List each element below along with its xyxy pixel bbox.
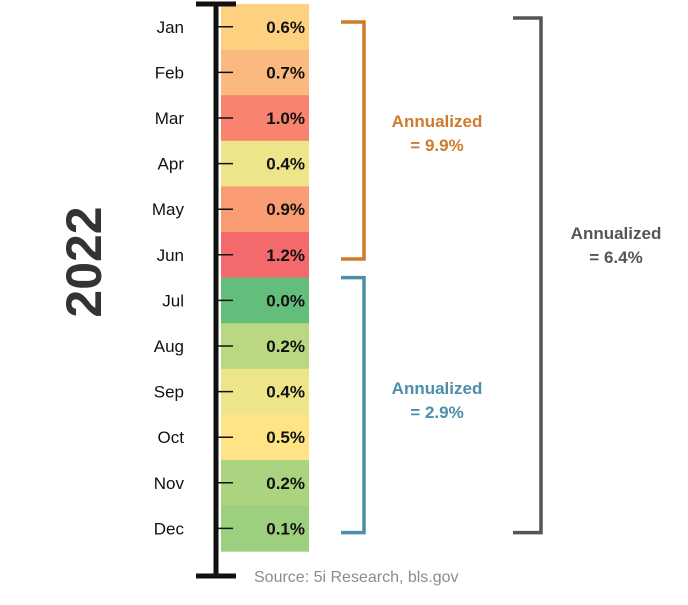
cell-mar (221, 95, 309, 142)
value-label-nov: 0.2% (266, 474, 305, 493)
month-label-oct: Oct (158, 428, 185, 447)
value-label-aug: 0.2% (266, 337, 305, 356)
cell-may (221, 186, 309, 233)
value-label-jan: 0.6% (266, 18, 305, 37)
month-label-jun: Jun (157, 246, 184, 265)
cell-feb (221, 49, 309, 96)
month-label-aug: Aug (154, 337, 184, 356)
cell-sep (221, 368, 309, 415)
cell-apr (221, 140, 309, 187)
value-label-jun: 1.2% (266, 246, 305, 265)
annotation-full-year: Annualized = 6.4% (571, 222, 662, 270)
cell-jul (221, 277, 309, 324)
month-label-nov: Nov (154, 474, 185, 493)
value-label-mar: 1.0% (266, 109, 305, 128)
month-label-mar: Mar (155, 109, 185, 128)
bracket-full-year (513, 16, 543, 535)
value-label-jul: 0.0% (266, 291, 305, 310)
annotation-full-year-value: = 6.4% (589, 248, 643, 267)
annotation-first-half-title: Annualized (391, 112, 483, 131)
annotation-first-half-value: = 9.9% (410, 136, 464, 155)
value-label-may: 0.9% (266, 200, 305, 219)
value-label-dec: 0.1% (266, 519, 305, 538)
annotation-second-half-value: = 2.9% (410, 403, 464, 422)
month-label-jan: Jan (157, 18, 184, 37)
month-label-dec: Dec (154, 519, 185, 538)
annotation-full-year-title: Annualized (570, 224, 662, 243)
cell-jun (221, 232, 309, 279)
cell-jan (221, 4, 309, 51)
annotation-second-half-title: Annualized (391, 379, 483, 398)
cell-aug (221, 323, 309, 370)
month-label-apr: Apr (158, 155, 185, 174)
month-label-jul: Jul (162, 291, 184, 310)
month-label-may: May (152, 200, 185, 219)
annotation-second-half: Annualized = 2.9% (392, 377, 483, 425)
cell-nov (221, 460, 309, 507)
value-label-feb: 0.7% (266, 63, 305, 82)
month-label-sep: Sep (154, 383, 184, 402)
cell-dec (221, 505, 309, 552)
year-label: 2022 (56, 206, 112, 318)
month-label-feb: Feb (155, 63, 184, 82)
cell-oct (221, 414, 309, 461)
value-label-sep: 0.4% (266, 383, 305, 402)
annotation-first-half: Annualized = 9.9% (392, 110, 483, 158)
source-note: Source: 5i Research, bls.gov (254, 569, 459, 586)
bracket-second-half (341, 275, 366, 535)
value-label-apr: 0.4% (266, 155, 305, 174)
bracket-first-half (341, 20, 366, 261)
value-label-oct: 0.5% (266, 428, 305, 447)
